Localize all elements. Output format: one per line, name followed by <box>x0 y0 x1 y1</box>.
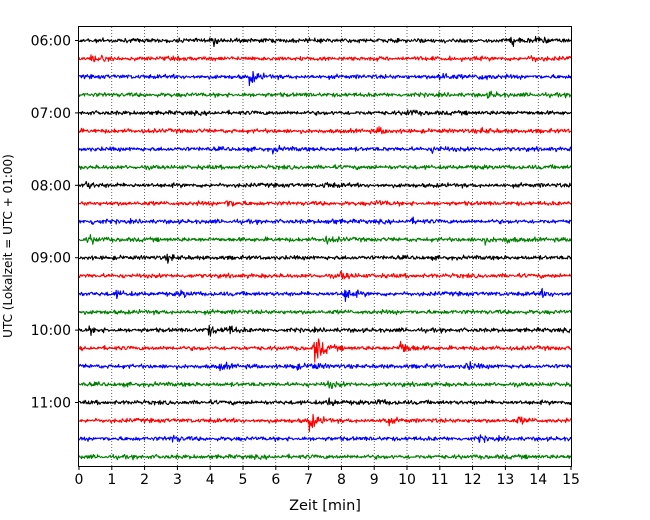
seismic-trace <box>78 54 572 63</box>
y-tick-label: 11:00 <box>31 396 71 412</box>
seismic-trace <box>78 216 572 226</box>
grid <box>111 27 539 466</box>
seismic-trace <box>78 109 572 117</box>
x-tick-label: 1 <box>107 472 116 488</box>
seismic-trace <box>78 199 572 207</box>
seismic-trace <box>78 35 572 48</box>
seismic-trace <box>78 180 572 190</box>
y-tick-label: 10:00 <box>31 323 71 339</box>
x-tick-label: 11 <box>431 472 449 488</box>
seismic-trace <box>78 164 572 171</box>
seismic-trace <box>78 90 572 99</box>
seismic-trace <box>78 144 572 155</box>
y-tick-label: 09:00 <box>31 251 71 267</box>
x-tick-label: 12 <box>464 472 482 488</box>
y-tick-label: 06:00 <box>31 34 71 50</box>
seismic-trace <box>78 338 572 363</box>
x-axis-label: Zeit [min] <box>289 498 361 514</box>
x-tick-label: 2 <box>140 472 149 488</box>
seismic-trace <box>78 253 572 264</box>
seismic-trace <box>78 397 572 407</box>
x-tick-label: 4 <box>206 472 215 488</box>
plot-frame <box>78 26 572 467</box>
x-axis: 0 1 2 3 4 5 6 7 8 9 10 11 12 13 14 15 <box>75 466 580 488</box>
seismic-trace <box>78 413 572 433</box>
traces <box>78 35 572 461</box>
seismic-trace <box>78 324 572 337</box>
x-tick-label: 5 <box>239 472 248 488</box>
y-tick-label: 07:00 <box>31 106 71 122</box>
seismic-trace <box>78 434 572 443</box>
x-tick-label: 6 <box>271 472 280 488</box>
x-tick-label: 9 <box>370 472 379 488</box>
x-tick-label: 15 <box>562 472 580 488</box>
y-tick-label: 08:00 <box>31 178 71 194</box>
x-tick-label: 0 <box>75 472 84 488</box>
x-tick-label: 7 <box>304 472 313 488</box>
x-tick-label: 13 <box>496 472 514 488</box>
seismic-trace <box>78 361 572 372</box>
seismic-trace <box>78 270 572 280</box>
x-tick-label: 3 <box>173 472 182 488</box>
seismic-trace <box>78 453 572 461</box>
seismic-trace <box>78 233 572 246</box>
seismic-trace <box>78 380 572 389</box>
y-axis: 06:00 07:00 08:00 09:00 10:00 11:00 <box>31 34 79 412</box>
seismic-trace <box>78 287 572 303</box>
x-tick-label: 14 <box>529 472 547 488</box>
seismic-trace <box>78 308 572 316</box>
x-tick-label: 8 <box>337 472 346 488</box>
seismic-trace <box>78 126 572 135</box>
x-tick-label: 10 <box>398 472 416 488</box>
seismic-trace <box>78 70 572 87</box>
y-axis-label: UTC (Lokalzeit = UTC + 01:00) <box>1 154 15 338</box>
